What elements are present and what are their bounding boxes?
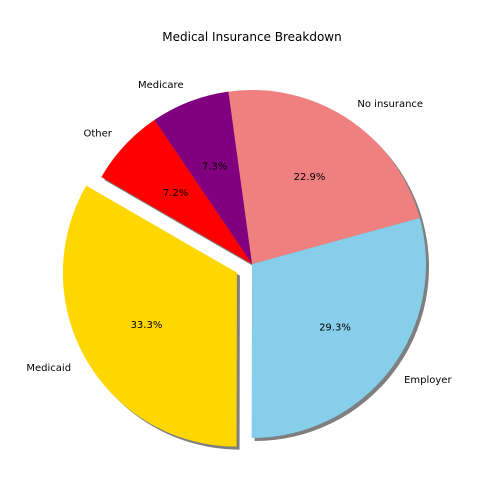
chart-title: Medical Insurance Breakdown — [162, 30, 341, 44]
pct-other: 7.2% — [163, 188, 188, 199]
pct-medicaid: 33.3% — [131, 320, 163, 331]
label-medicaid: Medicaid — [26, 363, 71, 374]
pct-employer: 29.3% — [319, 322, 351, 333]
label-medicare: Medicare — [138, 80, 184, 91]
slice-no-insurance — [228, 90, 420, 264]
slice-employer — [251, 217, 427, 438]
label-other: Other — [84, 129, 113, 140]
label-employer: Employer — [404, 375, 452, 386]
pct-no-insurance: 22.9% — [294, 172, 326, 183]
slice-medicare — [154, 91, 252, 264]
label-no-insurance: No insurance — [357, 99, 423, 110]
slice-medicaid — [62, 185, 237, 447]
slice-labels: Medicaid Employer No insurance Medicare Othe… — [26, 80, 452, 386]
slice-other — [101, 119, 252, 265]
pct-medicare: 7.3% — [202, 161, 227, 172]
pie-slices — [62, 90, 427, 447]
slice-percentages: 33.3% 29.3% 22.9% 7.3% 7.2% — [131, 161, 351, 333]
